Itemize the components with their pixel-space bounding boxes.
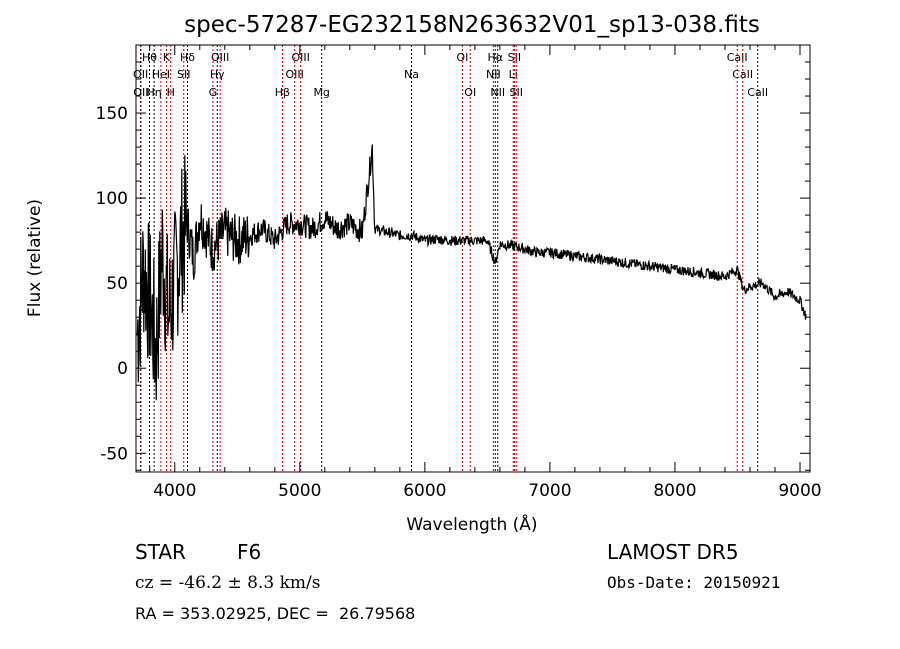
spectral-line-label: OIII xyxy=(285,68,303,81)
x-tick-label: 8000 xyxy=(653,481,696,501)
spectral-line-label: OI xyxy=(456,51,468,64)
spectral-line-label: Hα xyxy=(487,51,503,64)
spectral-line-label: CaII xyxy=(727,51,748,64)
spectral-line-label: H xyxy=(167,86,175,99)
survey-label: LAMOST DR5 xyxy=(607,540,739,564)
spectral-line-label: OI xyxy=(464,86,476,99)
y-tick-label: 150 xyxy=(96,104,128,124)
spectral-line-label: Na xyxy=(404,68,419,81)
x-axis-label: Wavelength (Å) xyxy=(406,513,537,535)
spectral-line-label: SII xyxy=(177,68,190,81)
plot-frame xyxy=(135,44,811,473)
spectral-line-label: Hγ xyxy=(210,68,225,81)
coordinates-text: RA = 353.02925, DEC = 26.79568 xyxy=(135,604,416,623)
spectral-line-label: CaII xyxy=(747,86,768,99)
x-tick-label: 6000 xyxy=(403,481,446,501)
spectral-line-label: K xyxy=(163,51,171,64)
spectral-line-label: SII xyxy=(508,51,521,64)
spectral-line-label: NII xyxy=(490,86,505,99)
spectral-line-label: NII xyxy=(486,68,501,81)
x-tick-label: 5000 xyxy=(278,481,321,501)
spectrum-line xyxy=(136,144,807,401)
spectral-line-label: Mg xyxy=(313,86,329,99)
x-tick-label: 9000 xyxy=(778,481,821,501)
obs-date: Obs-Date: 20150921 xyxy=(607,573,781,592)
spectral-line-label: Li xyxy=(509,68,518,81)
spectral-line-label: HeI xyxy=(152,68,170,81)
y-tick-label: 0 xyxy=(117,359,128,379)
spectral-line-label: Hβ xyxy=(275,86,290,99)
spectral-line-label: Hδ xyxy=(180,51,195,64)
x-tick-label: 4000 xyxy=(153,481,196,501)
y-tick-label: 50 xyxy=(106,274,128,294)
x-tick-label: 7000 xyxy=(528,481,571,501)
spectral-line-label: G xyxy=(209,86,218,99)
spectral-line-label: Hθ xyxy=(142,51,157,64)
y-tick-label: -50 xyxy=(100,444,128,464)
object-subclass: F6 xyxy=(237,540,262,564)
y-tick-label: 100 xyxy=(96,189,128,209)
spectral-line-label: OIII xyxy=(291,51,309,64)
y-axis-label: Flux (relative) xyxy=(25,199,45,317)
chart-title: spec-57287-EG232158N263632V01_sp13-038.f… xyxy=(184,12,760,38)
redshift-text: cz = -46.2 ± 8.3 km/s xyxy=(135,573,321,593)
spectral-line-label: SII xyxy=(510,86,523,99)
object-class: STAR xyxy=(135,540,186,564)
spectral-line-label: Hη xyxy=(147,86,162,99)
spectral-line-label: CaII xyxy=(732,68,753,81)
spectral-line-label: OIII xyxy=(211,51,229,64)
